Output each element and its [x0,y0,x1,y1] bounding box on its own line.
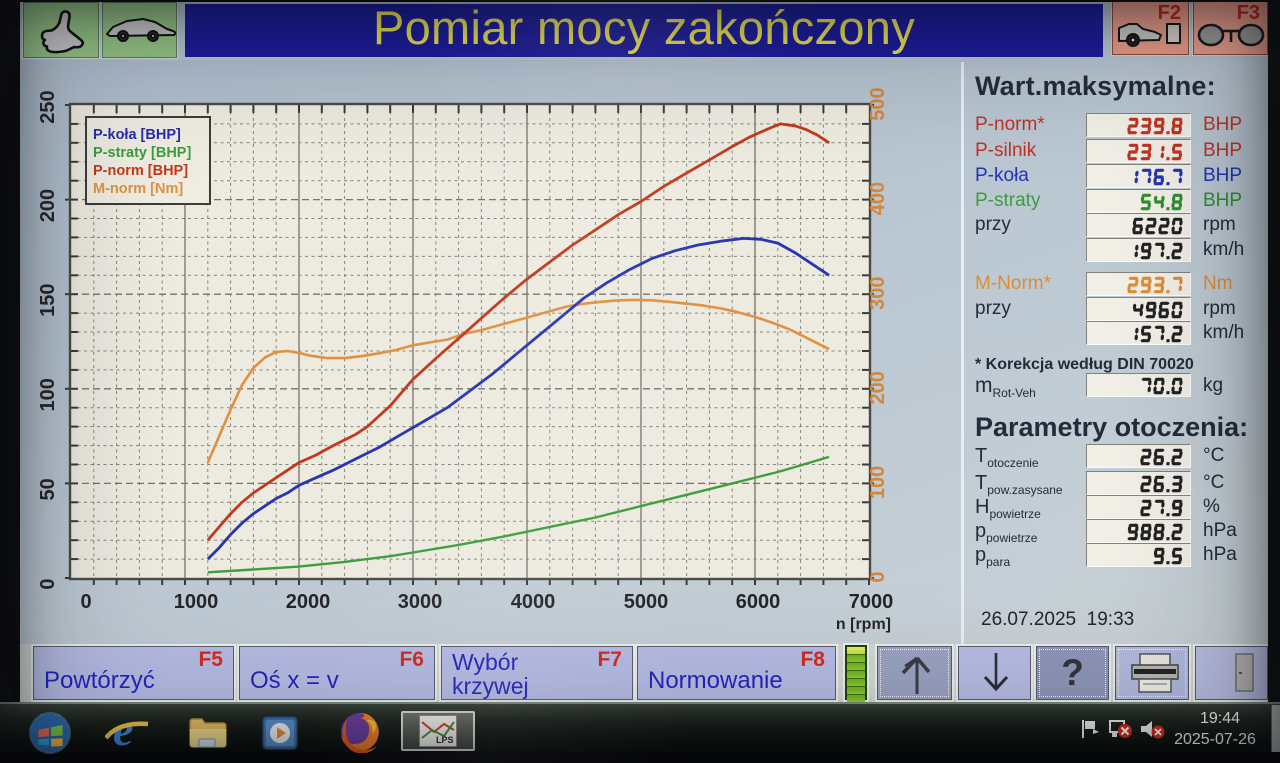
svg-text:LPS: LPS [436,735,454,745]
svg-text:4000: 4000 [511,591,556,613]
svg-text:0: 0 [37,578,59,589]
svg-text:P-koła [BHP]: P-koła [BHP] [93,127,181,143]
svg-text:100: 100 [867,466,889,499]
svg-text:3000: 3000 [398,591,443,613]
svg-text:0: 0 [80,591,91,613]
svg-text:500: 500 [867,87,889,120]
svg-text:1000: 1000 [174,591,219,613]
svg-text:2000: 2000 [286,591,331,613]
svg-text:P-straty [BHP]: P-straty [BHP] [93,145,191,161]
svg-text:200: 200 [37,189,59,222]
svg-text:250: 250 [37,90,59,123]
svg-text:6000: 6000 [736,591,781,613]
svg-text:7000: 7000 [849,591,894,613]
svg-text:100: 100 [37,378,59,411]
svg-text:400: 400 [867,182,889,215]
svg-text:200: 200 [867,371,889,404]
svg-text:0: 0 [867,571,889,582]
svg-text:e: e [113,712,133,754]
svg-text:M-norm [Nm]: M-norm [Nm] [93,181,183,197]
svg-text:150: 150 [37,284,59,317]
svg-text:300: 300 [867,277,889,310]
svg-text:P-norm [BHP]: P-norm [BHP] [93,163,188,179]
svg-text:50: 50 [37,478,59,500]
svg-text:5000: 5000 [624,591,669,613]
svg-text:n [rpm]: n [rpm] [836,616,891,633]
